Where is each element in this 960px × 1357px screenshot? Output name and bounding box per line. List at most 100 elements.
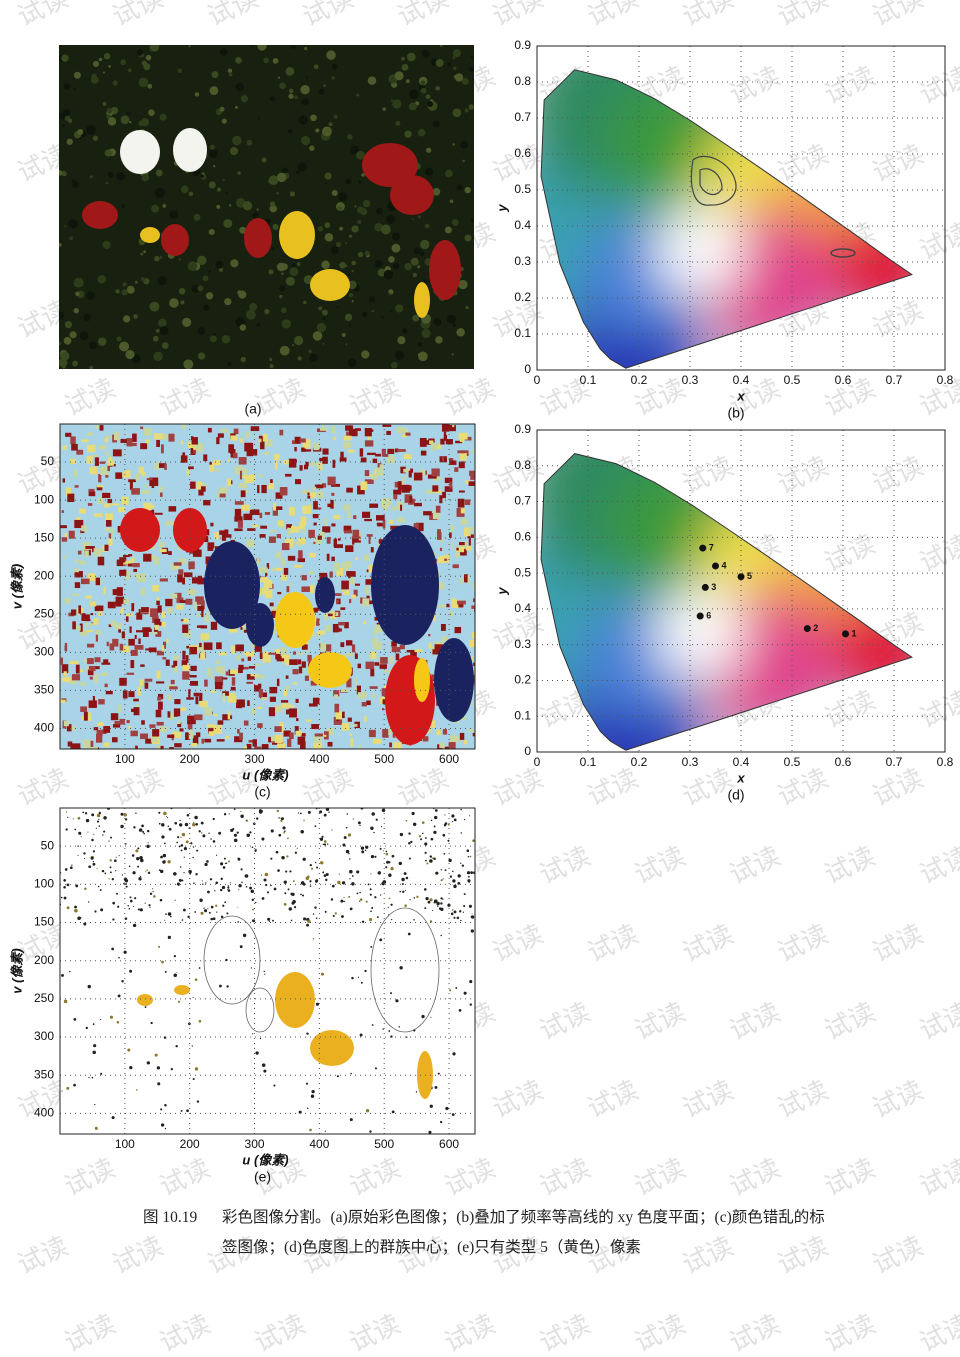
label-patch	[269, 529, 277, 533]
label-patch	[279, 487, 288, 496]
foliage	[103, 52, 111, 60]
y-tick-label: 0.3	[514, 637, 531, 651]
label-patch	[204, 707, 213, 716]
label-patch	[274, 726, 282, 733]
label-patch	[326, 537, 331, 544]
label-patch	[241, 666, 249, 670]
label-patch	[345, 545, 354, 553]
dark-pixel	[97, 885, 100, 888]
label-patch	[335, 710, 342, 720]
label-patch	[459, 453, 467, 461]
y-tick-label: 0.2	[514, 673, 531, 687]
dark-pixel	[399, 966, 403, 970]
foliage	[115, 289, 120, 294]
dark-pixel	[401, 877, 405, 882]
label-patch	[463, 574, 469, 583]
dark-pixel	[91, 838, 94, 842]
dark-pixel	[209, 878, 213, 881]
watermark: 试读	[868, 762, 928, 811]
dark-pixel	[433, 857, 436, 861]
label-patch	[108, 533, 112, 543]
dark-pixel	[74, 908, 78, 913]
label-patch	[106, 520, 112, 527]
label-patch	[435, 582, 445, 590]
cluster-center	[842, 630, 850, 638]
label-patch	[312, 514, 319, 519]
label-patch	[404, 494, 413, 503]
label-patch	[110, 713, 119, 721]
label-patch	[400, 466, 406, 474]
foliage	[141, 53, 145, 58]
foliage	[303, 300, 307, 305]
dark-pixel	[310, 867, 314, 870]
dark-pixel	[127, 1048, 131, 1052]
label-patch	[117, 704, 122, 713]
label-patch	[61, 664, 69, 674]
foliage	[138, 120, 144, 127]
label-patch	[252, 739, 257, 747]
label-patch	[294, 446, 297, 452]
label-patch	[343, 525, 352, 532]
label-patch	[452, 564, 459, 569]
foliage	[296, 170, 300, 175]
foliage	[454, 73, 464, 82]
foliage	[66, 138, 73, 145]
foliage	[287, 128, 293, 134]
label-patch	[106, 641, 109, 647]
foliage	[162, 204, 167, 208]
label-patch	[160, 621, 166, 628]
watermark: 试读	[868, 918, 928, 967]
dark-pixel	[111, 877, 115, 881]
foliage	[249, 302, 258, 311]
foliage	[229, 204, 232, 207]
foliage	[229, 146, 239, 156]
label-patch	[459, 542, 465, 546]
label-patch	[67, 493, 75, 503]
dark-pixel	[283, 831, 286, 834]
dark-pixel	[222, 904, 225, 907]
dark-pixel	[311, 1090, 315, 1094]
label-patch	[107, 462, 110, 472]
dark-pixel	[120, 824, 124, 829]
label-patch	[232, 452, 238, 459]
label-patch	[187, 441, 196, 449]
foliage	[292, 344, 295, 347]
dark-pixel	[77, 845, 79, 847]
label-patch	[307, 654, 312, 662]
foliage	[126, 285, 135, 294]
foliage	[200, 174, 204, 178]
foliage	[88, 341, 98, 350]
dark-pixel	[228, 812, 231, 815]
foliage	[452, 55, 456, 60]
dark-pixel	[96, 813, 101, 818]
dark-pixel	[325, 872, 329, 877]
label-patch	[208, 727, 216, 734]
foliage	[281, 307, 287, 314]
dark-pixel	[312, 913, 315, 915]
label-patch	[246, 539, 255, 548]
label-patch	[100, 466, 109, 476]
dark-pixel	[348, 852, 350, 855]
label-patch	[71, 443, 78, 451]
dark-pixel	[164, 1127, 167, 1130]
label-patch	[99, 425, 104, 431]
foliage	[89, 365, 94, 369]
dark-pixel	[98, 811, 102, 815]
dark-pixel	[131, 854, 135, 857]
dark-pixel	[370, 910, 372, 913]
label-patch	[69, 660, 79, 665]
foliage	[209, 335, 217, 343]
label-patch	[236, 655, 241, 660]
label-patch	[403, 468, 412, 473]
label-patch	[376, 515, 385, 521]
label-patch	[95, 577, 101, 586]
watermark: 试读	[60, 1308, 120, 1357]
dark-pixel	[264, 973, 266, 975]
label-patch	[173, 659, 178, 666]
label-patch	[335, 612, 339, 617]
label-patch	[60, 699, 66, 703]
label-patch	[354, 678, 358, 686]
label-patch	[230, 435, 238, 441]
label-patch	[423, 511, 432, 516]
label-patch	[465, 546, 472, 551]
